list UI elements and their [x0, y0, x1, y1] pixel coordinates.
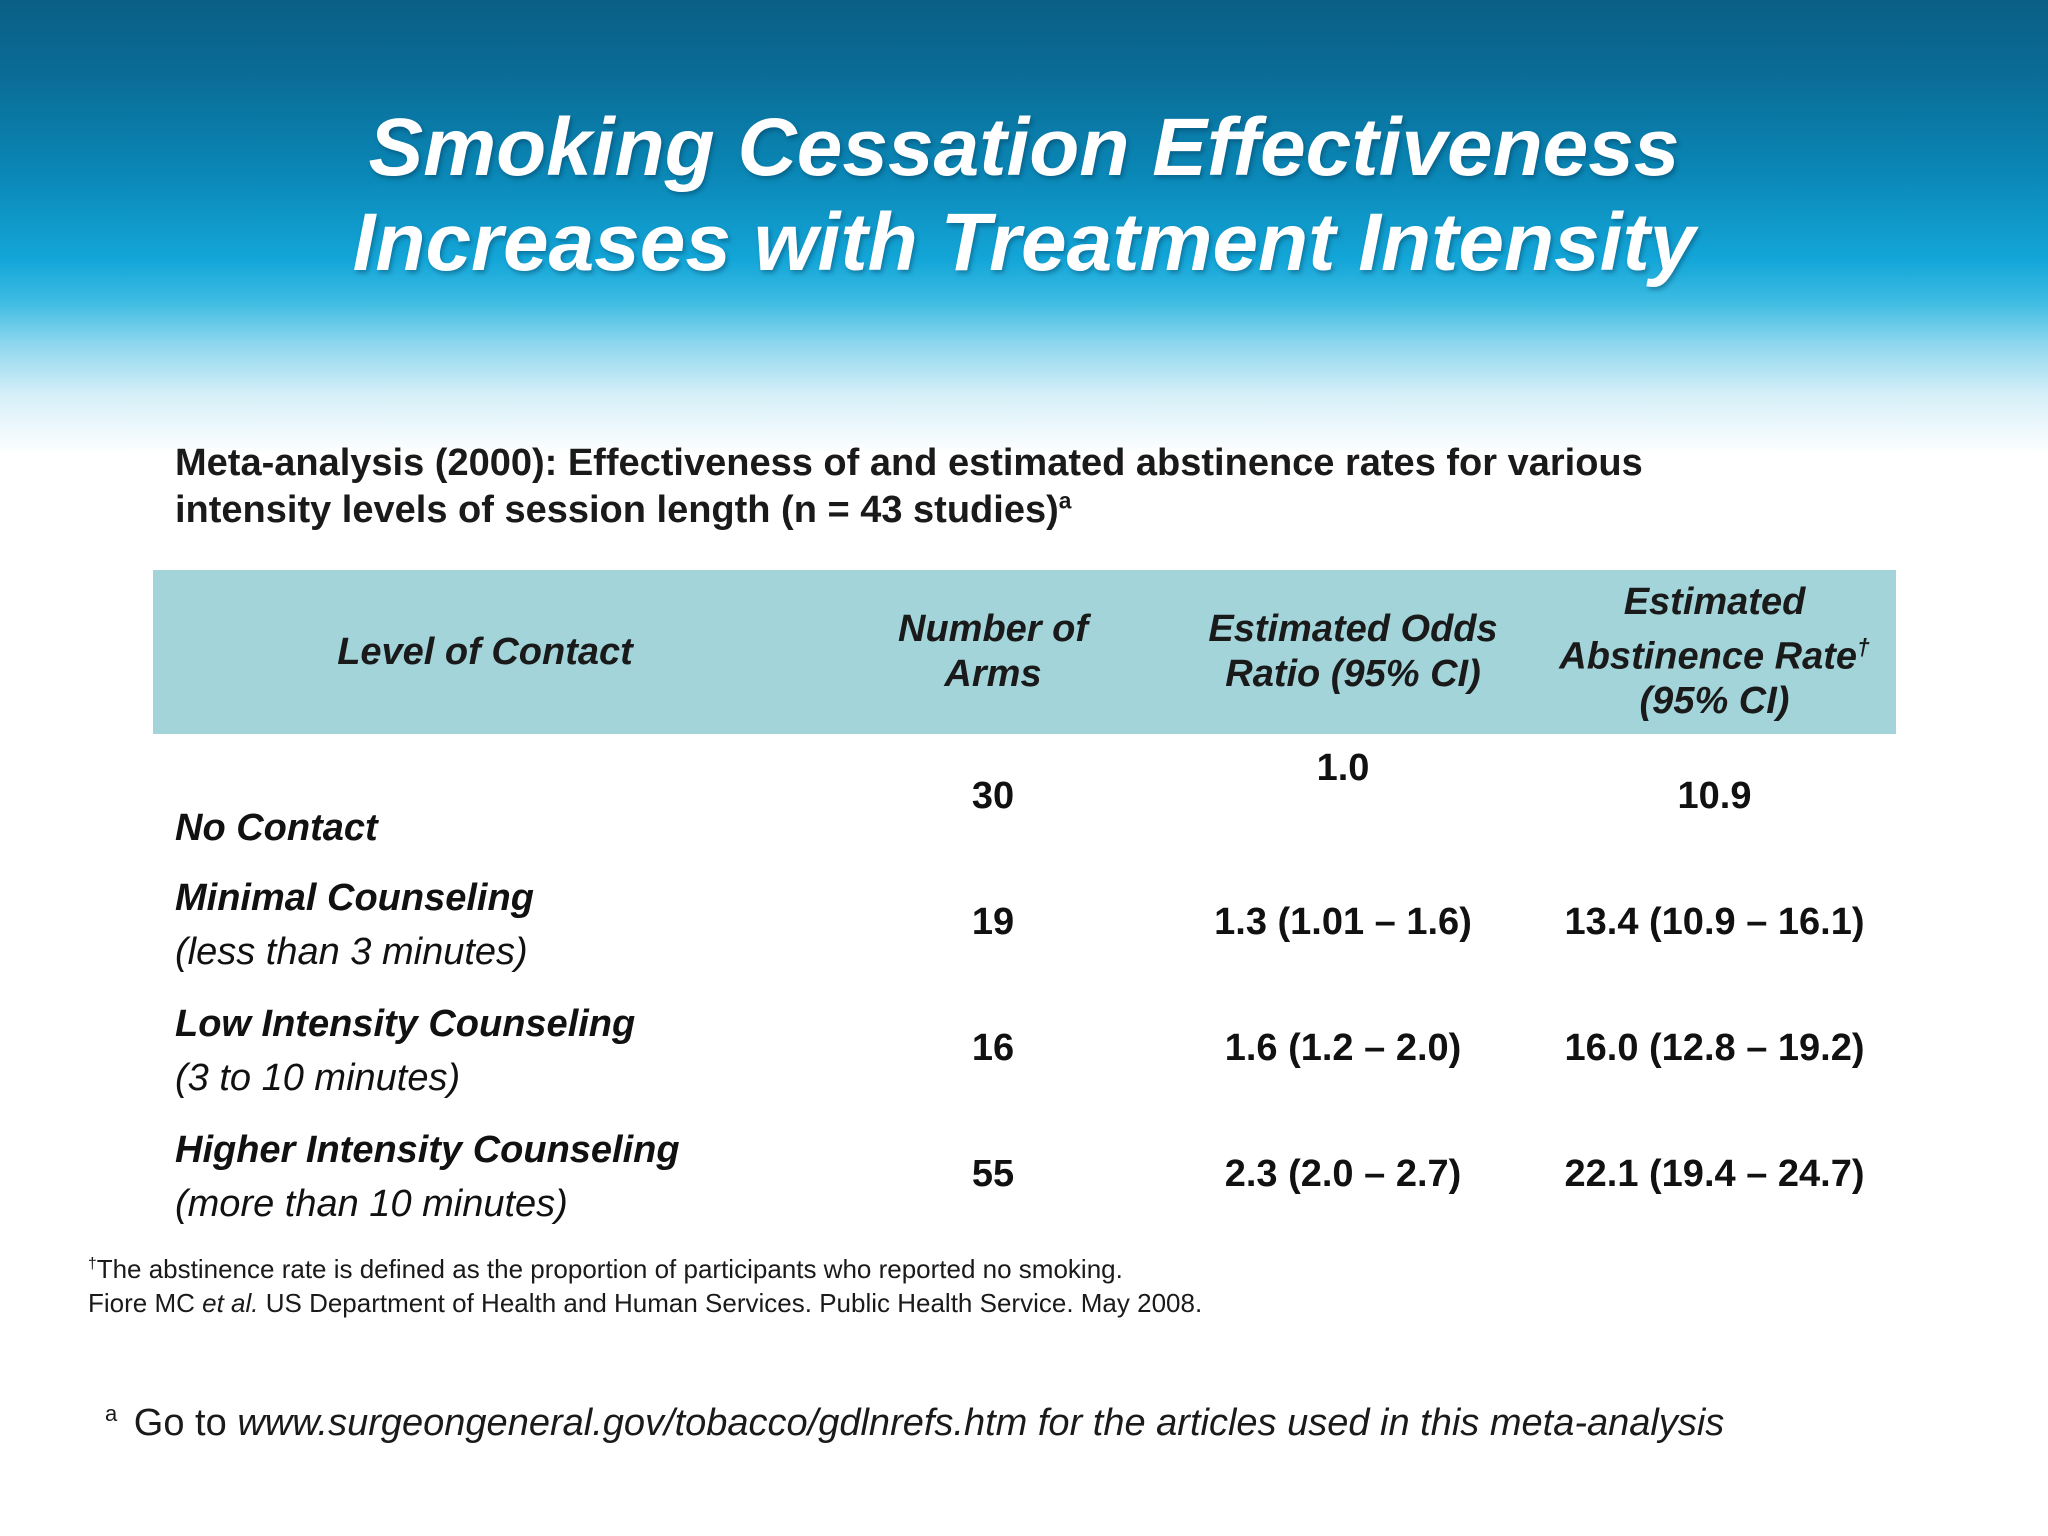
slide-subtitle: Meta-analysis (2000): Effectiveness of a…: [175, 440, 1875, 534]
row-level: Low Intensity Counseling: [175, 1003, 636, 1045]
row-level: Minimal Counseling: [175, 877, 534, 919]
header-arms-line-1: Number of: [898, 608, 1088, 650]
citation-author: Fiore MC: [88, 1288, 203, 1318]
row-arms: 16: [971, 1027, 1015, 1069]
row-abstinence-rate: 22.1 (19.4 – 24.7): [1564, 1153, 1865, 1195]
header-rate-line-2: Abstinence Rate†: [1559, 625, 1869, 680]
subtitle-line-2: intensity levels of session length (n = …: [175, 489, 1059, 531]
reference-note: a Go to www.surgeongeneral.gov/tobacco/g…: [105, 1390, 2005, 1447]
reference-marker: a: [105, 1401, 118, 1426]
header-arms-line-2: Arms: [944, 653, 1042, 695]
citation-rest: US Department of Health and Human Servic…: [258, 1288, 1203, 1318]
row-abstinence-rate: 16.0 (12.8 – 19.2): [1564, 1027, 1865, 1069]
header-rate-line-1: Estimated: [1623, 580, 1806, 623]
subtitle-footnote-marker: a: [1058, 487, 1072, 514]
header-number-of-arms: Number of Arms: [833, 570, 1153, 734]
footnote-dagger: †: [88, 1255, 97, 1273]
reference-url-text: www.surgeongeneral.gov/tobacco/gdlnrefs.…: [237, 1402, 1725, 1444]
reference-prefix: Go to: [123, 1402, 238, 1444]
header-odds-line-2: Ratio (95% CI): [1225, 653, 1481, 695]
row-sublevel: (3 to 10 minutes): [175, 1057, 461, 1099]
footnote-citation: Fiore MC et al. US Department of Health …: [88, 1286, 1688, 1320]
row-odds-ratio: 2.3 (2.0 – 2.7): [1224, 1153, 1462, 1195]
row-sublevel: (less than 3 minutes): [175, 931, 528, 973]
row-odds-ratio: 1.3 (1.01 – 1.6): [1214, 901, 1472, 943]
header-abstinence-rate: Estimated Abstinence Rate† (95% CI): [1533, 570, 1896, 734]
row-arms: 55: [971, 1153, 1015, 1195]
header-rate-line-2-text: Abstinence Rate: [1559, 635, 1858, 678]
slide-title-line-1: Smoking Cessation Effectiveness: [368, 102, 1680, 193]
row-level: Higher Intensity Counseling: [175, 1129, 680, 1171]
header-band: [0, 0, 2048, 460]
footnote-definition: †The abstinence rate is defined as the p…: [88, 1252, 1688, 1286]
row-level: No Contact: [175, 807, 378, 849]
header-odds-ratio: Estimated Odds Ratio (95% CI): [1163, 570, 1543, 734]
row-abstinence-rate: 13.4 (10.9 – 16.1): [1564, 901, 1865, 943]
table-header: Level of Contact Number of Arms Estimate…: [153, 570, 1896, 734]
row-sublevel: (more than 10 minutes): [175, 1183, 568, 1225]
row-odds-ratio: 1.6 (1.2 – 2.0): [1224, 1027, 1462, 1069]
header-rate-line-3: (95% CI): [1639, 680, 1790, 723]
slide-title-line-2: Increases with Treatment Intensity: [352, 197, 1696, 288]
citation-etal: et al.: [202, 1288, 259, 1318]
slide-title: Smoking Cessation Effectiveness Increase…: [0, 100, 2048, 290]
row-abstinence-rate: 10.9: [1677, 775, 1752, 817]
row-arms: 30: [971, 775, 1015, 817]
header-rate-dagger: †: [1857, 633, 1870, 660]
subtitle-line-1: Meta-analysis (2000): Effectiveness of a…: [175, 442, 1643, 484]
footnote-definition-text: The abstinence rate is defined as the pr…: [96, 1254, 1123, 1284]
header-odds-line-1: Estimated Odds: [1208, 608, 1498, 650]
row-arms: 19: [971, 901, 1015, 943]
row-odds-ratio: 1.0: [1316, 747, 1370, 789]
header-level-of-contact: Level of Contact: [153, 570, 817, 734]
header-level-label: Level of Contact: [337, 630, 633, 673]
footnotes: †The abstinence rate is defined as the p…: [88, 1252, 1688, 1320]
